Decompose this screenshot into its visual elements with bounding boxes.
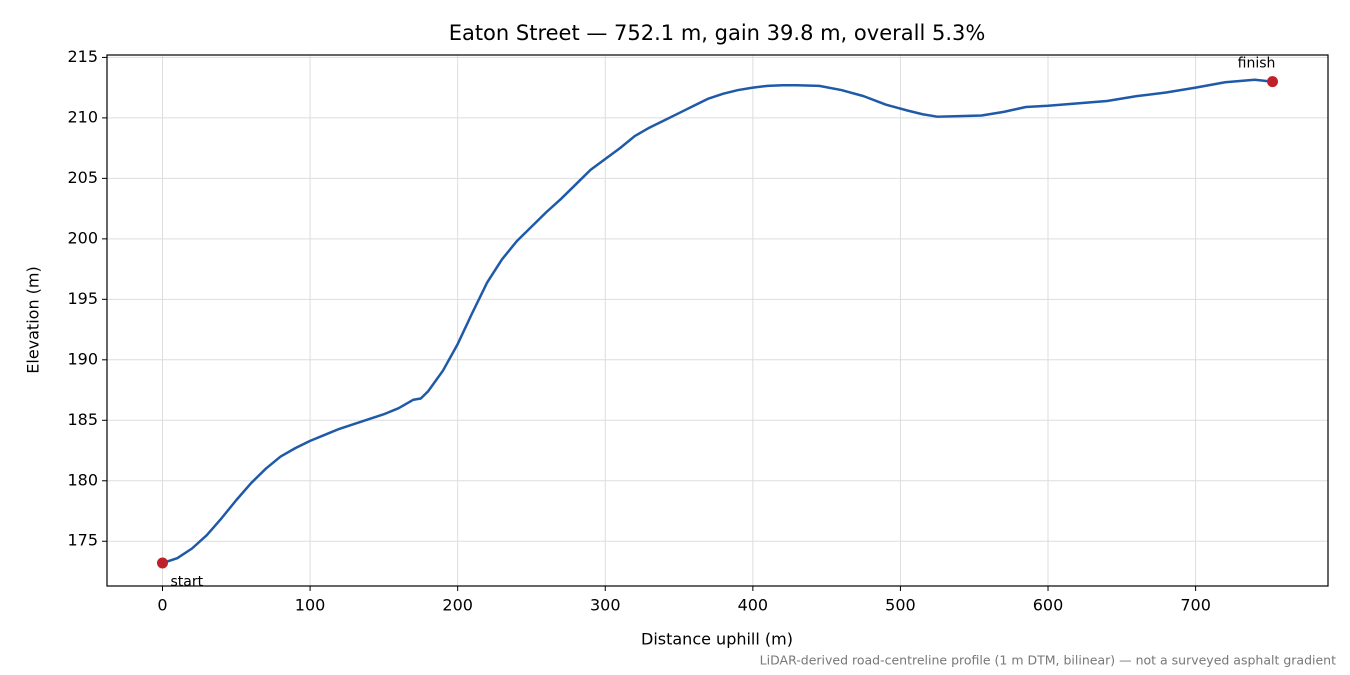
y-tick-label: 215 bbox=[67, 47, 98, 66]
endpoint-label: finish bbox=[1238, 56, 1276, 72]
y-tick-label: 180 bbox=[67, 470, 98, 489]
x-tick-label: 500 bbox=[885, 596, 916, 615]
x-tick-label: 0 bbox=[157, 596, 167, 615]
x-axis-label: Distance uphill (m) bbox=[641, 630, 793, 649]
y-tick-label: 190 bbox=[67, 349, 98, 368]
endpoint-marker bbox=[156, 557, 168, 569]
x-tick-label: 700 bbox=[1180, 596, 1211, 615]
y-tick-label: 210 bbox=[67, 107, 98, 126]
x-tick-label: 300 bbox=[590, 596, 621, 615]
chart-title: Eaton Street — 752.1 m, gain 39.8 m, ove… bbox=[449, 21, 986, 45]
x-tick-label: 600 bbox=[1033, 596, 1064, 615]
plot-frame bbox=[106, 54, 1329, 587]
endpoint-label: start bbox=[170, 574, 203, 590]
elevation-line bbox=[162, 78, 1273, 565]
endpoint-marker bbox=[1267, 76, 1279, 88]
x-tick-label: 100 bbox=[295, 596, 326, 615]
y-axis-label: Elevation (m) bbox=[24, 266, 43, 373]
y-tick-label: 185 bbox=[67, 410, 98, 429]
y-tick-label: 205 bbox=[67, 168, 98, 187]
x-tick-label: 400 bbox=[738, 596, 769, 615]
y-tick-label: 200 bbox=[67, 228, 98, 247]
x-tick-label: 200 bbox=[442, 596, 473, 615]
footnote: LiDAR-derived road-centreline profile (1… bbox=[760, 653, 1336, 668]
y-tick-label: 175 bbox=[67, 531, 98, 550]
y-tick-label: 195 bbox=[67, 289, 98, 308]
